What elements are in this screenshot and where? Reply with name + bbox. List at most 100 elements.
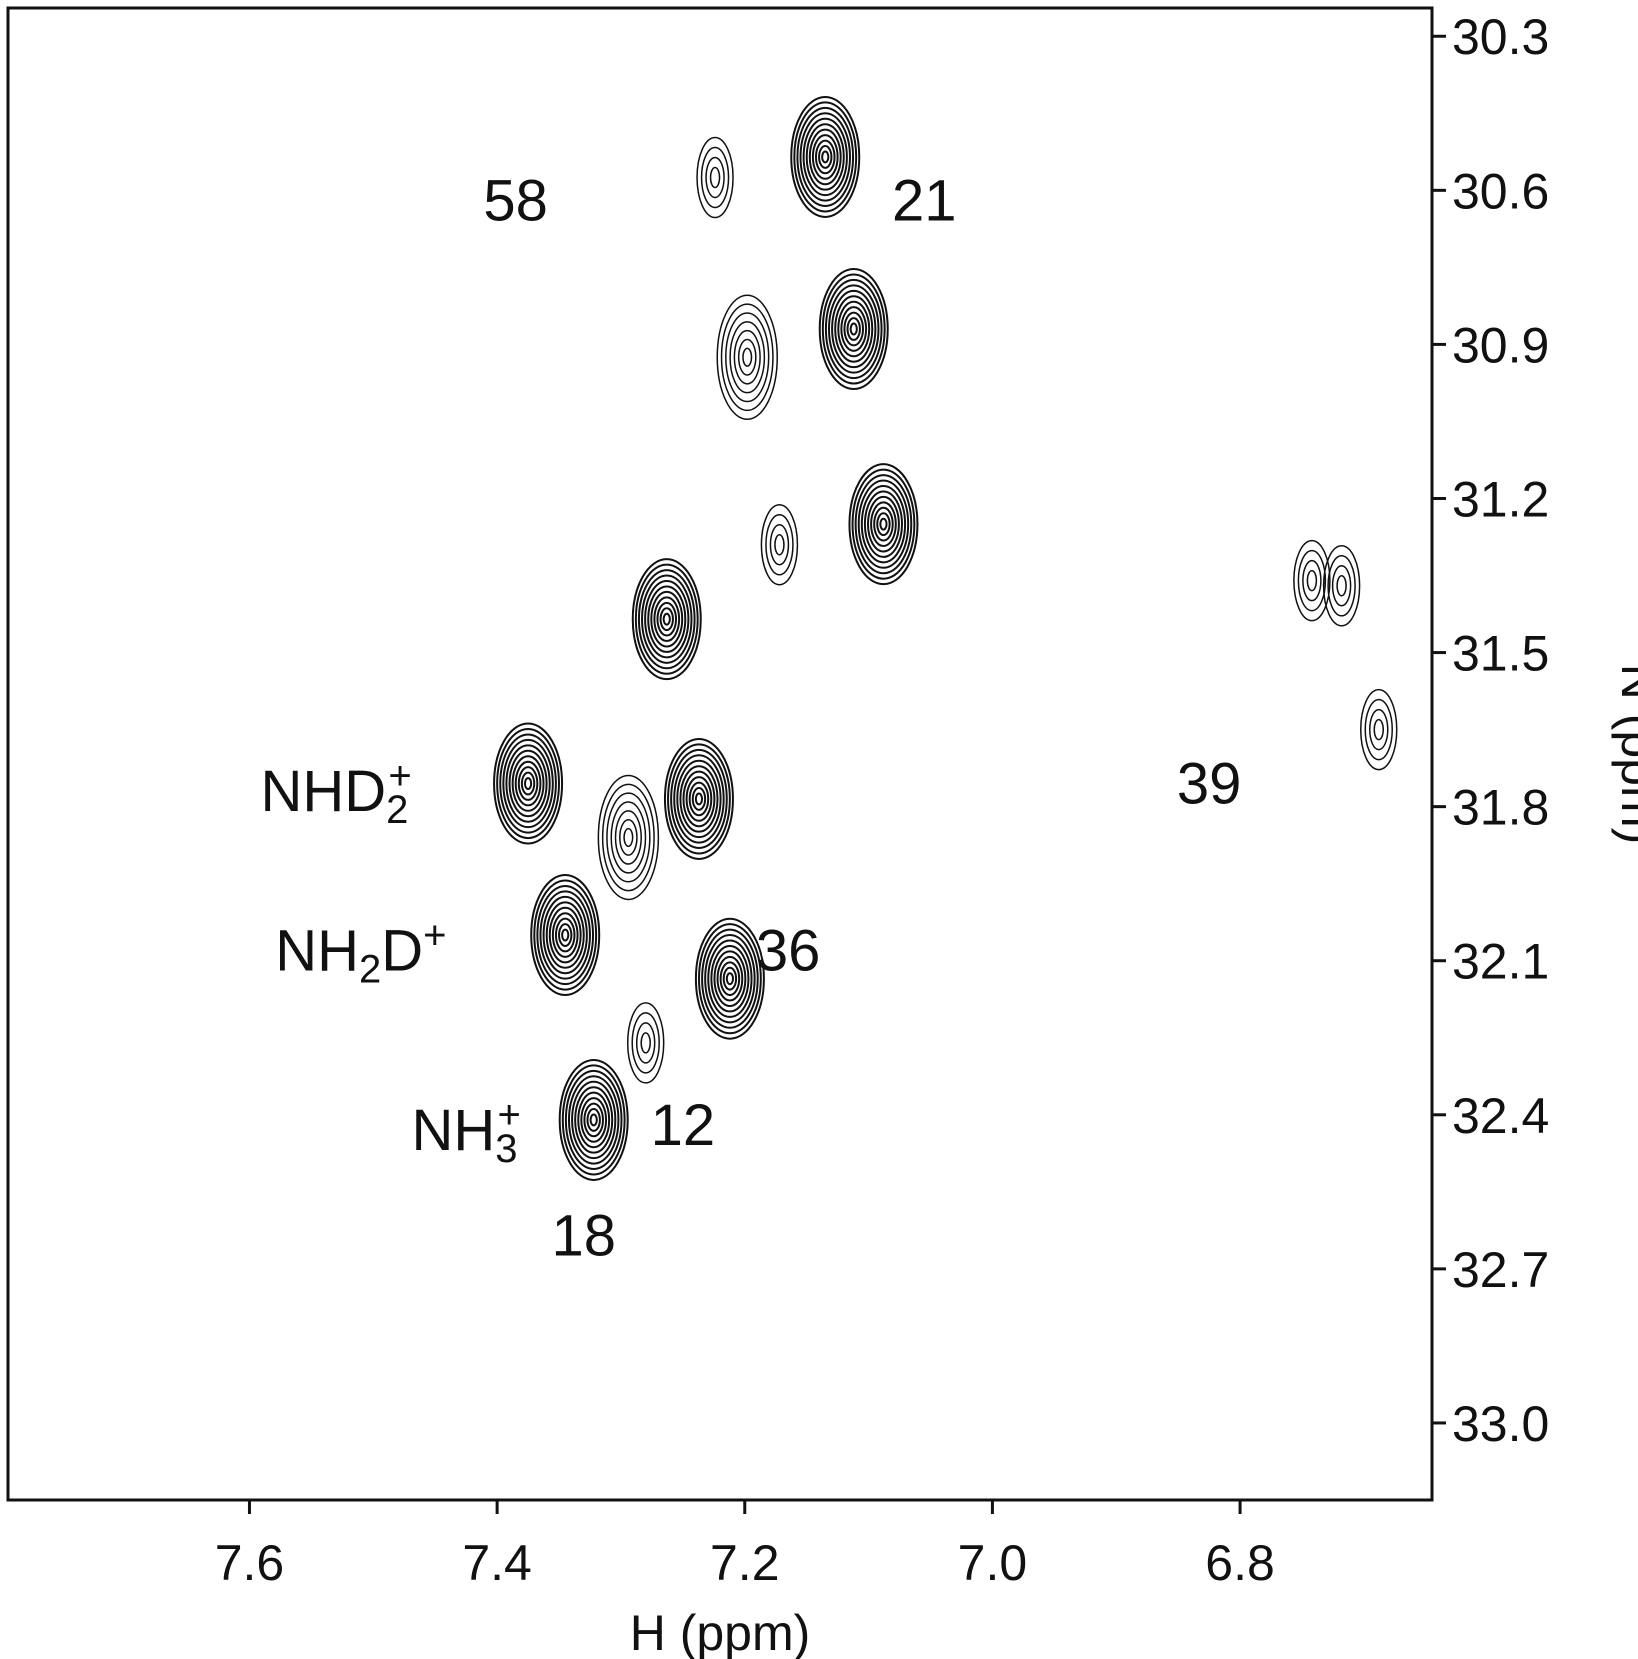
species-subscript: 2: [359, 947, 381, 991]
contour-level: [805, 123, 845, 191]
contour-layer: [493, 95, 1398, 1181]
species-base: NH: [275, 918, 359, 983]
peak-annotation: 36: [756, 918, 821, 983]
contour-level: [1297, 549, 1327, 612]
contour-level: [722, 966, 738, 991]
contour-level: [733, 329, 761, 385]
contour-level: [679, 765, 719, 833]
contour-level: [533, 879, 598, 991]
y-tick-label: 30.9: [1452, 317, 1549, 373]
contour-level: [742, 347, 753, 367]
contour-level: [694, 792, 704, 806]
contour-level: [879, 517, 888, 531]
contour-level: [523, 777, 533, 790]
contour-level: [644, 579, 690, 659]
contour-level: [667, 743, 731, 855]
contour-level: [1336, 575, 1347, 597]
contour-level: [496, 727, 560, 840]
contour-level: [653, 596, 681, 642]
contour-level: [857, 479, 910, 569]
contour-level: [1302, 559, 1322, 602]
contour-level: [849, 322, 858, 336]
contour-level: [662, 612, 671, 626]
contour-level: [558, 1058, 629, 1181]
contour-level: [863, 490, 903, 558]
contour-peak: [631, 558, 702, 681]
contour-level: [635, 1022, 656, 1064]
contour-level: [499, 733, 557, 834]
contour-level: [802, 117, 848, 197]
contour-peak: [558, 1058, 629, 1181]
species-superscript: +: [388, 754, 411, 798]
contour-level: [848, 463, 919, 586]
contour-level: [716, 294, 778, 420]
contour-peak: [1322, 545, 1361, 627]
species-base: NH: [411, 1098, 495, 1163]
contour-peak: [694, 917, 765, 1040]
species-superscript: +: [423, 913, 446, 957]
contour-level: [729, 321, 766, 394]
x-tick-label: 7.0: [958, 1535, 1028, 1591]
contour-level: [725, 312, 770, 403]
y-axis: 30.3 30.6 30.9 31.2 31.5 31.8 32.1 32.4 32.7 33.0: [1432, 9, 1549, 1452]
species-label: NHD2+: [260, 754, 411, 832]
contour-level: [828, 284, 880, 374]
contour-level: [811, 134, 839, 180]
x-axis: 7.6 7.4 7.2 7.0 6.8: [215, 1500, 1275, 1591]
contour-level: [571, 1080, 617, 1160]
contour-level: [530, 874, 601, 997]
contour-peak: [1360, 688, 1398, 771]
contour-peak: [626, 1002, 665, 1084]
contour-level: [700, 146, 730, 209]
contour-level: [640, 1032, 651, 1054]
contour-level: [705, 156, 725, 199]
contour-level: [619, 818, 638, 856]
contour-level: [688, 781, 710, 817]
contour-level: [1360, 688, 1398, 771]
y-tick-label: 32.4: [1452, 1088, 1549, 1144]
contour-level: [1327, 555, 1356, 617]
contour-level: [713, 950, 747, 1007]
contour-level: [561, 928, 570, 942]
contour-level: [589, 1113, 598, 1127]
contour-level: [860, 484, 907, 564]
y-tick-label: 30.6: [1452, 163, 1549, 219]
contour-level: [725, 972, 734, 986]
y-tick-label: 30.3: [1452, 9, 1549, 65]
contour-level: [818, 145, 833, 169]
species-subscript: 2: [386, 788, 408, 832]
contour-level: [626, 1002, 665, 1084]
contour-level: [1322, 545, 1361, 627]
contour-level: [1293, 539, 1331, 622]
contour-level: [502, 738, 554, 829]
contour-level: [558, 923, 573, 947]
contour-level: [685, 776, 713, 822]
contour-peak: [848, 463, 919, 586]
contour-level: [716, 955, 744, 1002]
contour-level: [774, 533, 785, 556]
contour-level: [851, 468, 916, 580]
contour-level: [656, 601, 678, 637]
contour-level: [606, 792, 651, 883]
contour-level: [539, 890, 591, 980]
contour-level: [634, 563, 699, 675]
species-label: NH3+: [411, 1093, 520, 1171]
contour-level: [673, 754, 725, 844]
contour-level: [701, 928, 759, 1029]
contour-level: [659, 607, 674, 632]
y-tick-label: 31.2: [1452, 471, 1549, 527]
contour-level: [840, 306, 868, 352]
contour-level: [514, 760, 542, 807]
contour-level: [536, 884, 595, 986]
contour-level: [834, 295, 874, 363]
contour-level: [737, 338, 757, 376]
species-mid: D: [381, 918, 423, 983]
contour-level: [694, 917, 765, 1040]
contour-level: [760, 503, 799, 586]
contour-peak: [597, 774, 660, 901]
contour-level: [720, 303, 774, 412]
contour-level: [650, 590, 684, 648]
contour-level: [577, 1091, 611, 1149]
contour-level: [520, 771, 536, 796]
